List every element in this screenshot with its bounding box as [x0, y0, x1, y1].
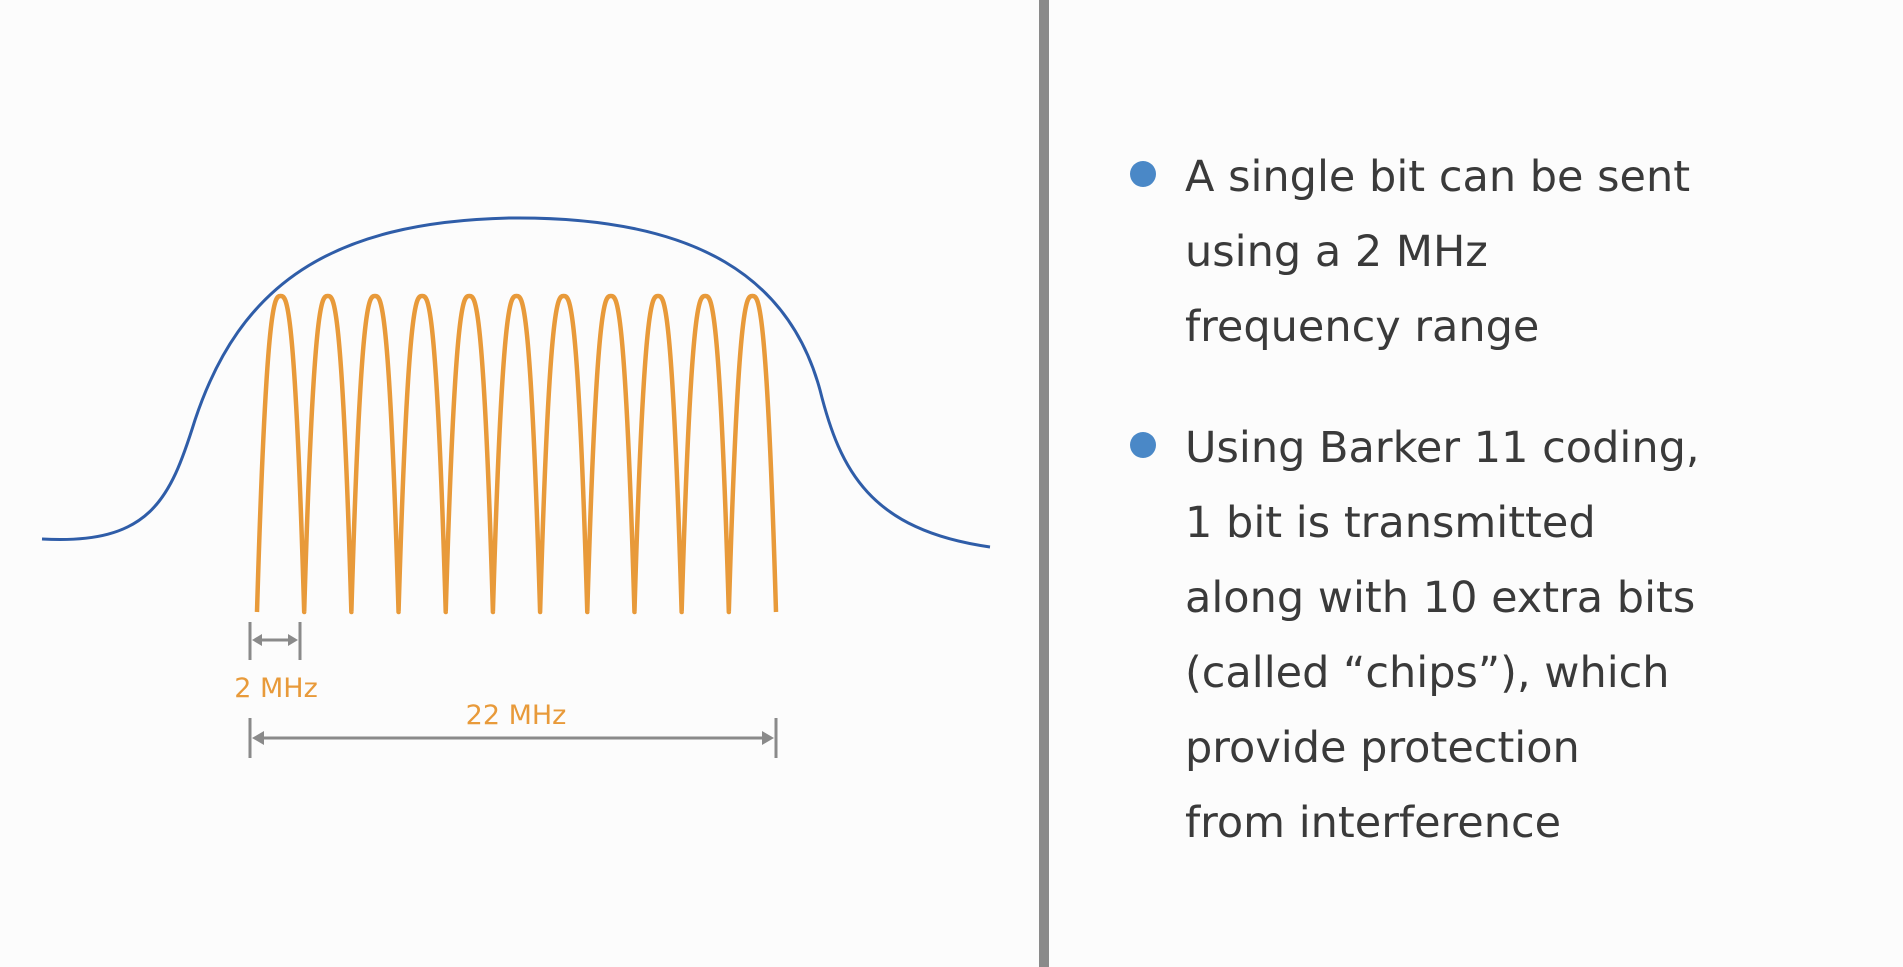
- bullet-item-1: A single bit can be sent using a 2 MHz f…: [1125, 140, 1865, 365]
- label-22mhz: 22 MHz: [466, 700, 567, 731]
- dimension-22mhz: 22 MHz: [248, 700, 778, 758]
- bullet-text-2: Using Barker 11 coding, 1 bit is transmi…: [1185, 423, 1700, 848]
- spectrum-envelope-curve: [41, 216, 991, 549]
- label-2mhz: 2 MHz: [234, 673, 318, 704]
- dimension-2mhz: 2 MHz: [234, 622, 318, 704]
- spread-spectrum-diagram: 2 MHz 22 MHz: [41, 216, 991, 758]
- vertical-divider: [1039, 0, 1049, 967]
- bullet-list: A single bit can be sent using a 2 MHz f…: [1125, 140, 1865, 907]
- bullet-dot-icon: [1130, 161, 1156, 187]
- bullet-text-1: A single bit can be sent using a 2 MHz f…: [1185, 152, 1691, 352]
- chip-waveform: [254, 293, 779, 615]
- bullet-dot-icon: [1130, 432, 1156, 458]
- bullet-item-2: Using Barker 11 coding, 1 bit is transmi…: [1125, 411, 1865, 861]
